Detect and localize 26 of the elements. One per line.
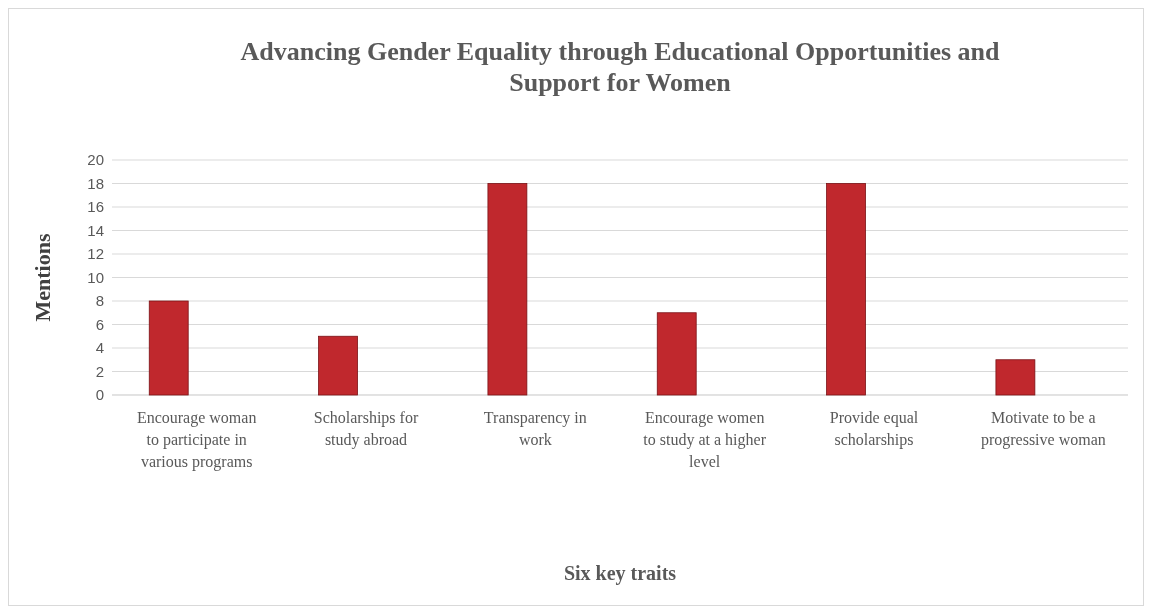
x-tick-label: Encourage woman to participate in various programs [136,409,257,471]
x-tick-label: Scholarships for study abroad [313,409,419,449]
bar [995,359,1036,396]
bar [656,312,697,396]
y-tick-label: 18 [87,174,104,192]
chart-title: Advancing Gender Equality through Educational Opportunities and Support for Women [240,37,1001,97]
y-tick-label: 0 [95,386,104,404]
y-tick-label: 16 [87,198,104,216]
y-tick-label: 12 [87,245,104,263]
y-tick-label: 4 [95,339,104,357]
x-axis-title: Six key traits [563,562,677,585]
y-tick-label: 8 [95,292,104,310]
bar [826,183,866,396]
x-tick-label: Transparency in work [483,409,587,448]
y-tick-label: 2 [95,362,104,380]
y-tick-label: 6 [95,315,104,333]
y-tick-label: 20 [87,151,104,169]
bar [148,300,189,396]
bar [487,183,528,396]
x-tick-label: Motivate to be a progressive woman [980,409,1106,449]
y-tick-label: 10 [87,268,104,286]
x-tick-label: Provide equal scholarships [829,409,919,449]
y-tick-label: 14 [87,221,104,239]
y-axis-title: Mentions [30,233,55,322]
bar [318,335,358,396]
x-tick-label: Encourage women to study at a higher level [643,409,767,470]
